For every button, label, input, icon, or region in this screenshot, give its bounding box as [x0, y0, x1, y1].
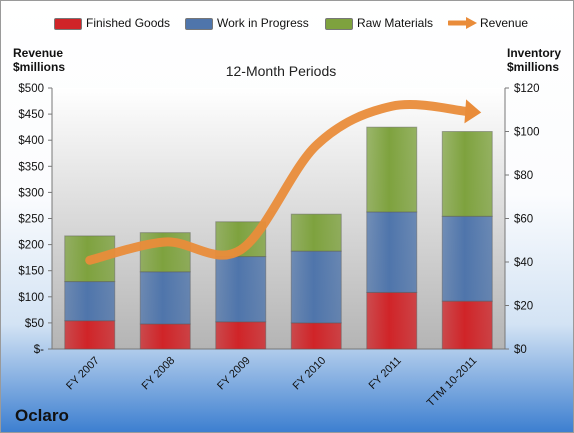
left-tick-label: $450	[18, 109, 44, 121]
bar-finished-goods	[139, 323, 191, 350]
bar-finished-goods	[215, 321, 267, 350]
chart-title: 12-Month Periods	[225, 63, 337, 79]
x-tick-label: FY 2009	[215, 355, 253, 393]
bar-finished-goods	[64, 320, 116, 350]
legend-swatch-revenue	[448, 17, 477, 29]
left-axis-title-line2: $millions	[13, 60, 66, 74]
left-tick-label: $300	[18, 187, 44, 199]
bar-raw-materials	[290, 213, 342, 252]
left-tick-label: $-	[34, 344, 44, 356]
legend-swatch-finished-goods	[54, 18, 82, 30]
right-tick-label: $120	[514, 83, 540, 95]
right-tick-label: $60	[514, 214, 533, 226]
x-tick-label: TTM 10-2011	[425, 355, 480, 410]
right-axis-title-line2: $millions	[506, 60, 559, 74]
left-tick-label: $100	[18, 292, 44, 304]
bar-work-in-progress	[366, 211, 418, 293]
bar-finished-goods	[366, 291, 418, 350]
legend-swatch-raw-materials	[325, 18, 353, 30]
x-tick-label: FY 2007	[64, 355, 102, 393]
plot-area	[52, 88, 505, 349]
right-tick-label: $40	[514, 257, 533, 269]
bar-work-in-progress	[441, 215, 493, 302]
right-tick-label: $100	[514, 127, 540, 139]
left-tick-label: $350	[18, 161, 44, 173]
x-tick-label: FY 2011	[367, 355, 404, 392]
left-tick-label: $400	[18, 135, 44, 147]
right-tick-label: $0	[514, 344, 527, 356]
right-axis-title: Inventory $millions	[507, 46, 561, 74]
right-axis-title-line1: Inventory	[506, 46, 561, 60]
left-tick-label: $150	[18, 266, 44, 278]
legend-swatch-work-in-progress	[185, 18, 213, 30]
revenue-arrowhead	[464, 99, 482, 124]
legend-label-revenue: Revenue	[480, 16, 529, 30]
bar-finished-goods	[290, 322, 342, 350]
x-tick-label: FY 2008	[140, 355, 178, 393]
bar-work-in-progress	[290, 250, 342, 324]
left-axis-title-line1: Revenue	[13, 46, 64, 60]
bar-work-in-progress	[139, 271, 191, 325]
bar-raw-materials	[366, 126, 418, 213]
x-tick-label: FY 2010	[291, 355, 329, 393]
legend-label-raw-materials: Raw Materials	[357, 16, 434, 30]
left-tick-label: $50	[25, 318, 44, 330]
bar-work-in-progress	[64, 281, 116, 322]
bar-work-in-progress	[215, 256, 267, 323]
company-name: Oclaro	[15, 406, 69, 425]
revenue-line	[85, 100, 472, 265]
legend-label-finished-goods: Finished Goods	[86, 16, 171, 30]
legend-label-work-in-progress: Work in Progress	[217, 16, 309, 30]
bar-finished-goods	[441, 300, 493, 350]
left-tick-label: $250	[18, 214, 44, 226]
right-tick-label: $20	[514, 301, 533, 313]
left-axis-title: Revenue $millions	[13, 46, 65, 74]
bar-raw-materials	[441, 131, 493, 217]
left-tick-label: $500	[18, 83, 44, 95]
right-tick-label: $80	[514, 170, 533, 182]
left-tick-label: $200	[18, 240, 44, 252]
